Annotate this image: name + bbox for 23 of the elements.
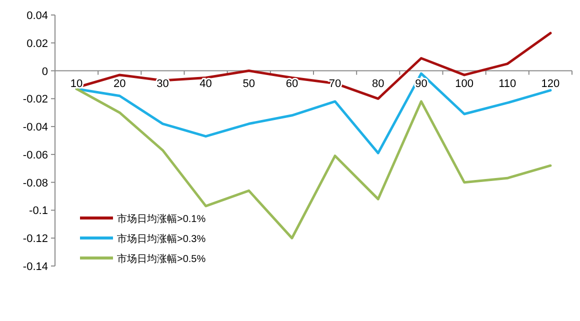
- y-tick-label: -0.04: [22, 122, 48, 134]
- x-tick-label: 20: [114, 78, 126, 90]
- legend-label: 市场日均涨幅>0.3%: [117, 233, 206, 245]
- x-tick-label: 60: [286, 78, 298, 90]
- y-tick-label: 0.02: [26, 38, 48, 50]
- y-tick-label: -0.1: [29, 205, 48, 218]
- x-tick-label: 110: [498, 78, 516, 90]
- y-tick-label: -0.02: [22, 94, 48, 106]
- y-tick-label: 0.04: [26, 10, 48, 22]
- y-tick-label: -0.14: [22, 261, 48, 273]
- x-tick-label: 50: [242, 78, 255, 90]
- legend-label: 市场日均涨幅>0.1%: [117, 213, 206, 225]
- x-tick-label: 30: [156, 78, 169, 90]
- y-tick-label: -0.06: [22, 149, 48, 162]
- y-tick-label: 0: [42, 66, 48, 78]
- x-tick-label: 100: [455, 78, 474, 90]
- x-tick-label: 90: [415, 78, 428, 90]
- x-tick-label: 80: [372, 78, 384, 90]
- y-tick-label: -0.08: [22, 177, 48, 190]
- x-tick-label: 120: [541, 78, 560, 90]
- legend-label: 市场日均涨幅>0.5%: [117, 253, 206, 265]
- y-tick-label: -0.12: [22, 233, 48, 246]
- x-tick-label: 40: [200, 78, 212, 90]
